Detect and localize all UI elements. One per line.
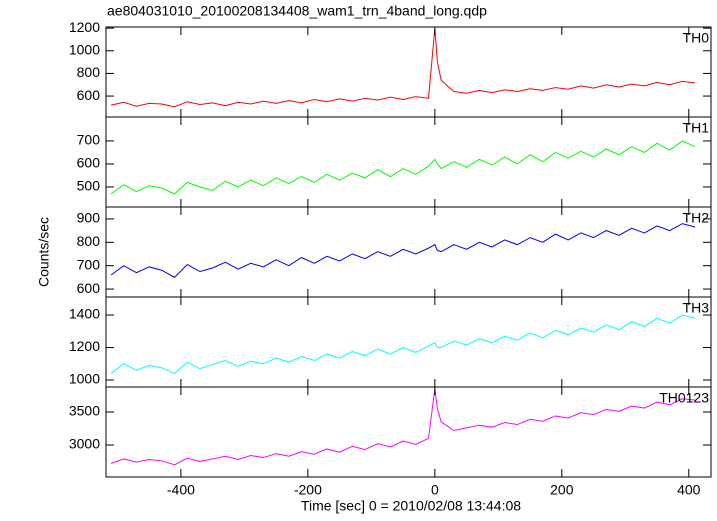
x-tick-label: 400 [677,482,701,498]
x-tick-label: 200 [550,482,574,498]
x-tick-label: -200 [294,482,322,498]
y-axis-label: Counts/sec [36,217,52,287]
x-tick-label: 0 [431,482,439,498]
panel-frame [105,206,712,298]
y-tick-label: 600 [77,280,101,296]
y-tick-label: 600 [77,87,101,103]
panel-frame [105,386,712,478]
data-line [110,314,696,375]
y-tick-label: 700 [77,132,101,148]
data-line [110,140,696,195]
y-tick-label: 600 [77,155,101,171]
y-tick-label: 1000 [69,41,100,57]
x-tick-label: -400 [167,482,195,498]
y-tick-label: 700 [77,256,101,272]
data-line [110,223,696,278]
panel-frame [105,116,712,208]
data-line [110,28,696,108]
series-label: TH1 [683,120,710,136]
y-tick-label: 900 [77,210,101,226]
y-tick-label: 800 [77,64,101,80]
series-label: TH0123 [659,390,709,406]
y-tick-label: 800 [77,233,101,249]
series-label: TH2 [683,210,710,226]
y-tick-label: 3000 [69,436,100,452]
y-tick-label: 1400 [69,306,100,322]
x-axis-label: Time [sec] 0 = 2010/02/08 13:44:08 [301,498,521,514]
y-tick-label: 1200 [69,19,100,35]
y-tick-label: 1200 [69,338,100,354]
y-tick-label: 1000 [69,371,100,387]
series-label: TH3 [683,300,710,316]
chart-title: ae804031010_20100208134408_wam1_trn_4ban… [107,3,487,19]
data-line [110,388,696,466]
y-tick-label: 3500 [69,403,100,419]
series-label: TH0 [683,30,710,46]
y-tick-label: 500 [77,178,101,194]
panel-frame [105,296,712,388]
